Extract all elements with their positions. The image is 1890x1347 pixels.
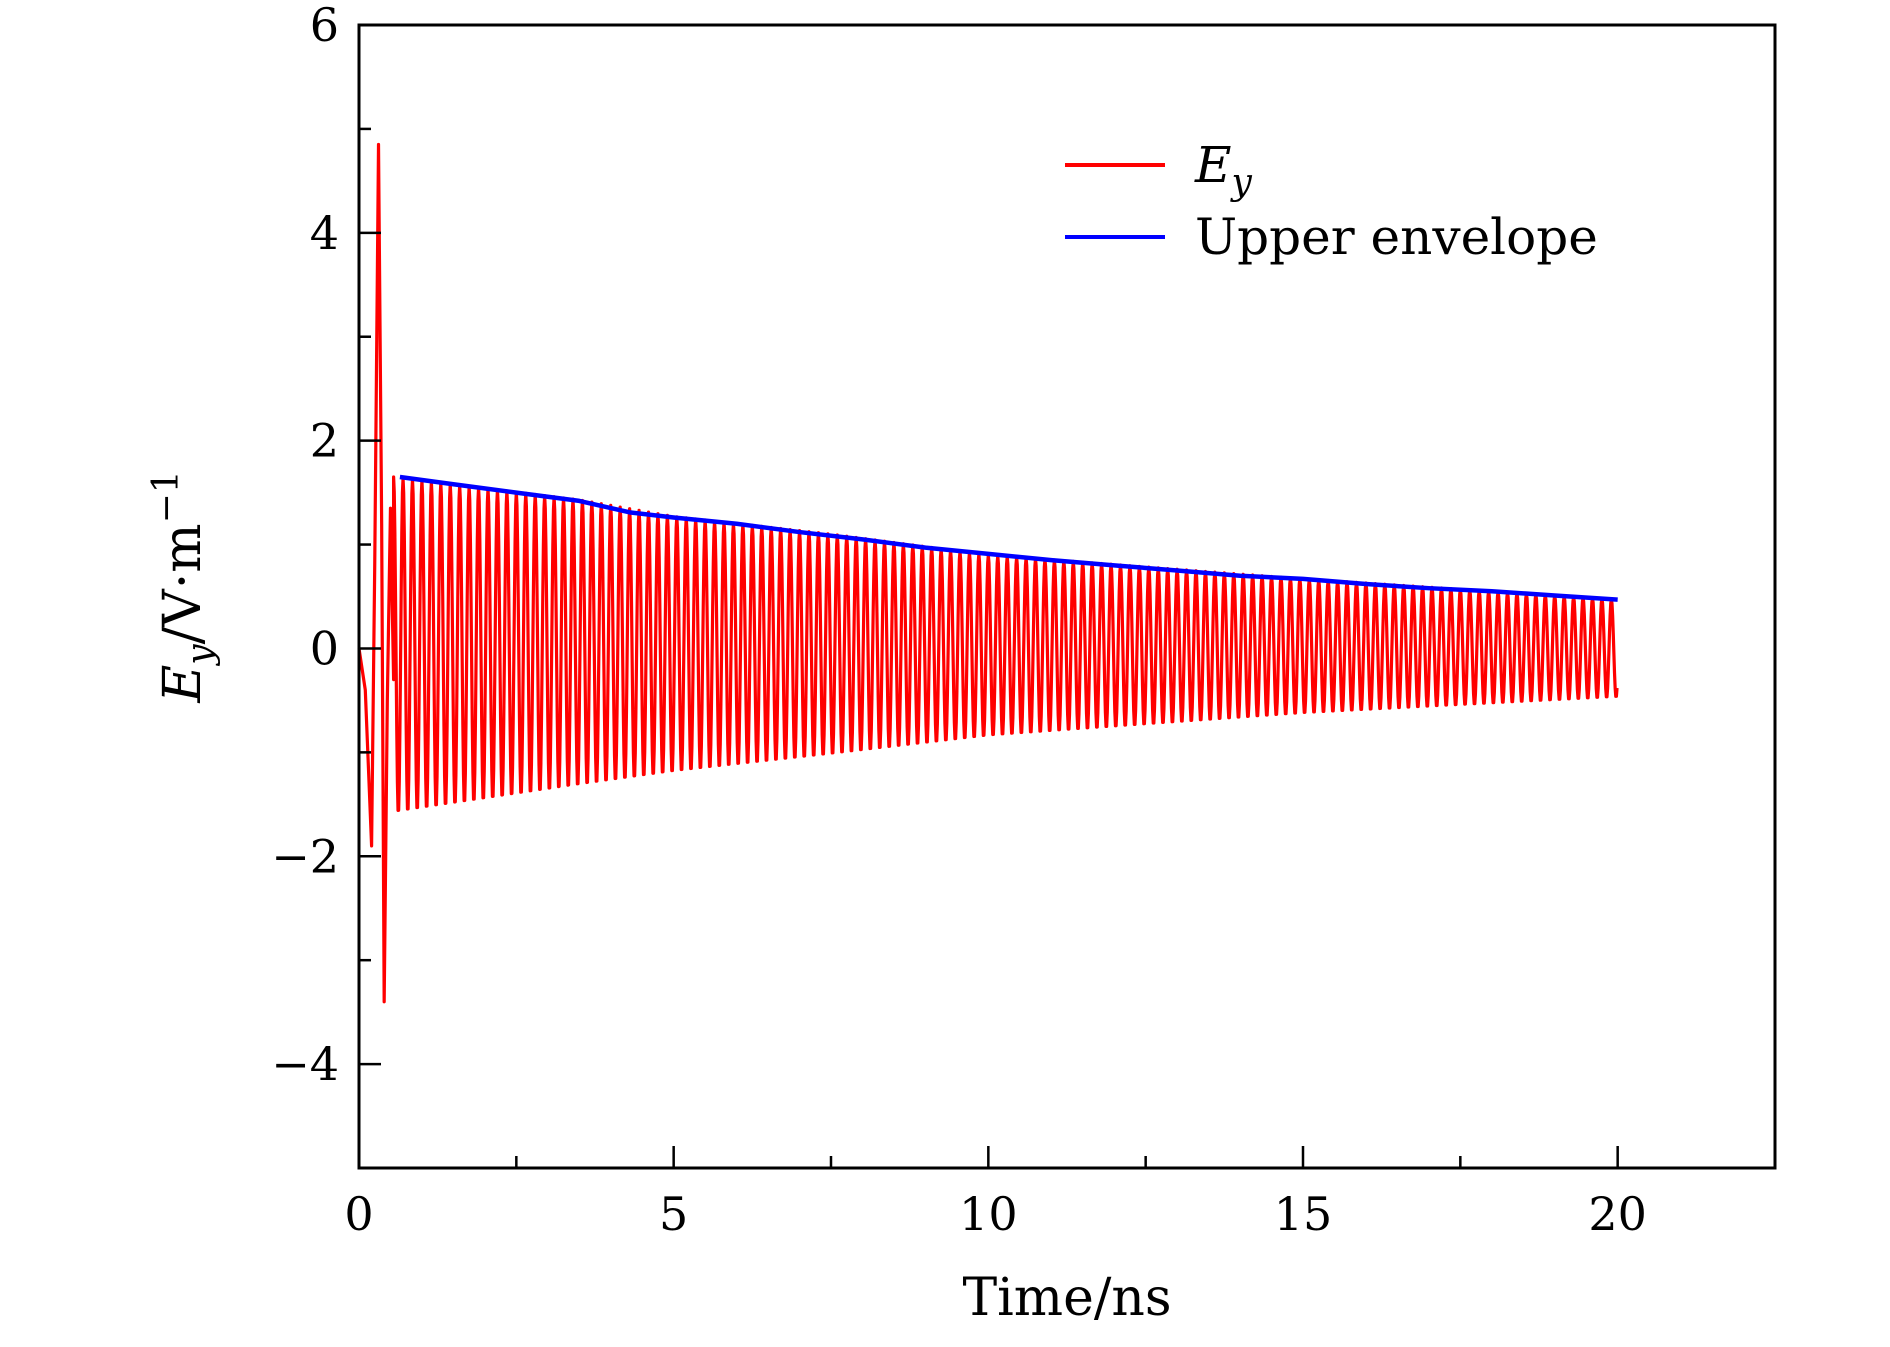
legend-label-ey-symbol: E (1194, 136, 1232, 194)
y-axis-label-symbol: E (153, 665, 213, 704)
y-tick-label: −2 (271, 829, 339, 883)
y-axis-label-unit: /V·m (153, 523, 213, 644)
series-ey-line (357, 142, 1619, 1004)
y-tick-label: −4 (271, 1037, 339, 1091)
y-axis-label-subscript: y (180, 644, 221, 667)
y-tick-label: 2 (310, 414, 339, 468)
plot-frame (357, 23, 1777, 1170)
x-tick-label: 15 (1274, 1187, 1333, 1241)
x-tick-label: 0 (344, 1187, 373, 1241)
legend-label-ey-subscript: y (1230, 162, 1253, 203)
series-upper-envelope-line (399, 474, 1618, 602)
legend-label-ey: Ey (1194, 136, 1253, 203)
legend-label-upper-envelope: Upper envelope (1195, 208, 1598, 266)
y-tick-label: 4 (310, 206, 339, 260)
x-tick-label: 10 (959, 1187, 1018, 1241)
x-tick-label: 20 (1588, 1187, 1647, 1241)
y-tick-label: 0 (310, 621, 339, 675)
y-axis-ticks: −4 −2 0 2 4 6 (271, 0, 381, 1091)
x-axis-ticks: 0 5 10 15 20 (344, 1146, 1647, 1241)
x-tick-label: 5 (659, 1187, 688, 1241)
y-tick-label: 6 (310, 0, 339, 52)
y-axis-label: Ey/V·m−1 (146, 470, 221, 703)
data-layer (357, 142, 1619, 1004)
y-axis-label-superscript: −1 (146, 470, 187, 523)
legend: Ey Upper envelope (1065, 136, 1598, 266)
x-axis-label: Time/ns (962, 1268, 1171, 1328)
